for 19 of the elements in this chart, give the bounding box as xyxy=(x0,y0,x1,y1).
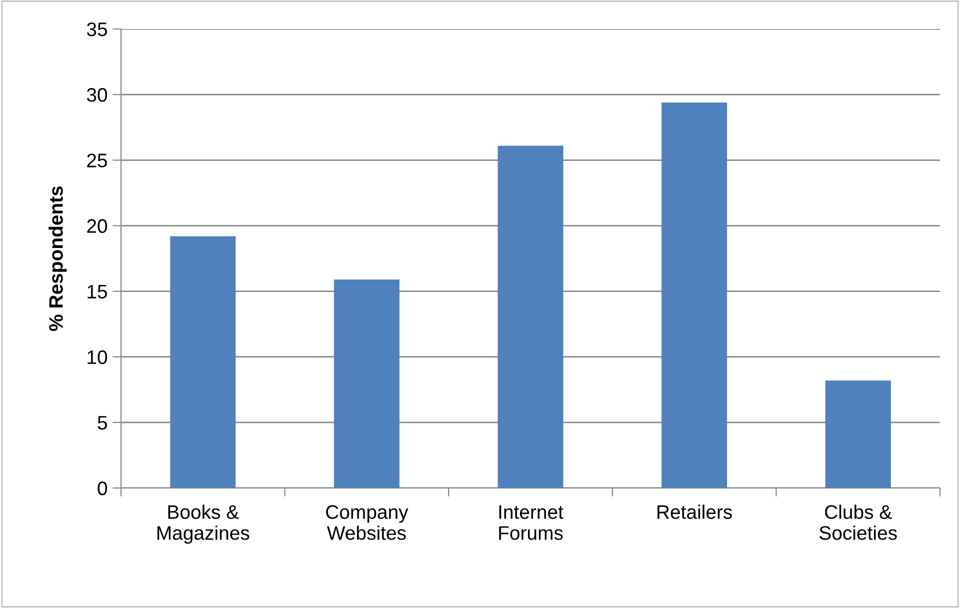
y-tick-label: 0 xyxy=(98,481,108,496)
y-tick-label: 25 xyxy=(87,154,107,168)
y-axis-title: % Respondents xyxy=(48,186,67,331)
y-tick-label: 5 xyxy=(98,416,107,430)
bar xyxy=(334,279,400,488)
bar xyxy=(662,102,728,488)
y-tick-label: 35 xyxy=(86,22,107,36)
bar xyxy=(825,380,891,488)
x-tick-label: Clubs & Societies xyxy=(820,504,897,540)
y-tick-label: 30 xyxy=(86,88,108,102)
y-tick-label: 15 xyxy=(88,284,107,299)
y-tick-label: 20 xyxy=(87,219,108,233)
bar xyxy=(498,146,564,488)
x-tick-label: Books & Magazines xyxy=(157,504,250,544)
bar xyxy=(170,236,236,488)
x-tick-label: Company Websites xyxy=(326,505,408,540)
y-tick-label: 10 xyxy=(88,350,108,364)
x-tick-label: Internet Forums xyxy=(499,505,564,540)
x-tick-label: Retailers xyxy=(658,504,732,519)
